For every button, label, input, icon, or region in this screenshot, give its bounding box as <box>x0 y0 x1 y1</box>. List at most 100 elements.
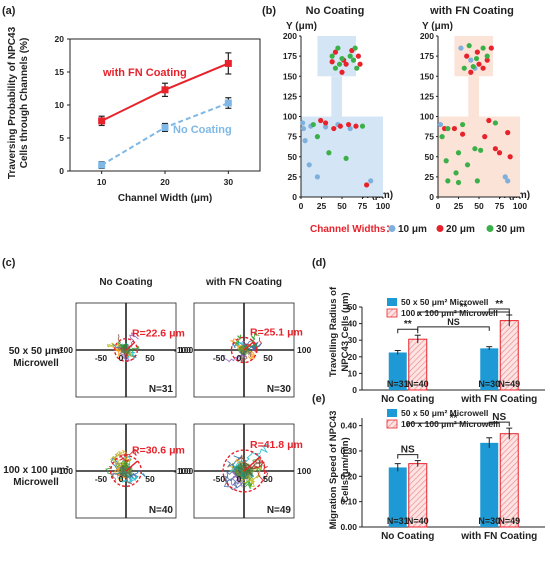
panel-b-cell-point <box>505 130 511 136</box>
panel-b-cell-point <box>345 121 352 128</box>
panel-c-n-label: N=31 <box>149 384 174 395</box>
panel-b-cell-point <box>480 45 486 51</box>
panel-b-cell-point <box>336 61 343 67</box>
panel-b-channel-nocoating <box>331 76 342 117</box>
panel-d-bar-chart: Travelling Radius of NPC43 Cells (μm) 0 1… <box>328 286 545 405</box>
panel-b-xtick-label: 100 <box>376 201 390 211</box>
panel-b-cell-point <box>354 65 360 71</box>
panel-e-category-label: No Coating <box>381 531 434 542</box>
panel-d-ytick-label: 40 <box>348 319 358 329</box>
panel-b-cell-point <box>472 146 478 152</box>
panel-c-radius-label: R=22.6 μm <box>132 328 185 340</box>
panel-b-cell-point <box>368 178 374 184</box>
panel-b-bottom-well-nocoating <box>301 116 383 197</box>
panel-c-tick-left: -100 <box>56 345 73 355</box>
panel-b-ytick-label: 50 <box>288 152 298 162</box>
panel-b-cell-point <box>484 53 490 59</box>
panel-b-cell-point <box>437 121 444 128</box>
panel-b-ytick-label: 0 <box>429 192 434 202</box>
panel-a-series-label-nocoating: No Coating <box>173 124 232 136</box>
panel-c-radius-circle <box>109 455 142 488</box>
panel-b-cell-point <box>482 134 488 140</box>
panel-d-category-label: with FN Coating <box>460 394 537 405</box>
panel-a-ylabel-line1: Traversing Probability of NPC43 <box>7 26 18 179</box>
panel-e-across-label: ** <box>450 413 458 424</box>
panel-d-n-label: N=49 <box>498 379 520 389</box>
panel-b-cell-point <box>468 57 474 63</box>
panel-b-cell-point <box>359 123 366 129</box>
panel-d-ns-label: NS <box>447 317 460 327</box>
panel-c-radius-line <box>125 460 138 472</box>
panel-d-n-label: N=31 <box>387 379 409 389</box>
panel-e-category-label: with FN Coating <box>460 531 537 542</box>
panel-b-cell-point <box>492 120 498 126</box>
panel-c-trajectory <box>220 349 247 363</box>
panel-b-cell-point <box>318 117 324 124</box>
panel-c-radius-label: R=41.8 μm <box>250 439 303 451</box>
panel-c-trajectory <box>243 331 260 351</box>
panel-c-trajectory <box>221 460 245 491</box>
panel-c-row2-label-line1: 100 x 100 μm² <box>3 465 69 476</box>
panel-d-across-bracket <box>417 311 510 316</box>
panel-b-cell-point <box>355 53 361 59</box>
panel-b-legend-label-30: 30 μm <box>496 224 525 235</box>
panel-e-bar <box>480 442 499 527</box>
panel-e-ylabel-line1: Migration Speed of NPC43 <box>328 411 339 530</box>
panel-c-radius-line <box>243 456 261 472</box>
panel-b-cell-point <box>466 43 472 49</box>
panel-b-cell-point <box>468 69 474 75</box>
panel-b-xtick-label: 0 <box>299 201 304 211</box>
panel-b-cell-point <box>439 134 445 140</box>
panel-b-cell-point <box>347 125 353 132</box>
panel-b-ytick-label: 125 <box>283 91 297 101</box>
panel-c-tick-mid-pos: 50 <box>145 353 155 363</box>
panel-b-cell-point <box>480 65 486 71</box>
panel-c-radius-circle <box>113 338 138 363</box>
panel-b-ytick-label: 0 <box>292 192 297 202</box>
panel-e-sig-label: NS <box>401 445 415 456</box>
panel-b-cell-point <box>326 150 332 156</box>
panel-c-row1-label-line1: 50 x 50 μm² <box>9 346 64 357</box>
panel-d-ytick-label: 10 <box>348 368 358 378</box>
panel-c-radius-label: R=30.6 μm <box>132 445 185 457</box>
panel-b-cell-point <box>357 61 363 67</box>
panel-a-xtick-label: 30 <box>224 177 234 187</box>
panel-c-row2-label-line2: Microwell <box>13 477 59 488</box>
panel-c-col-title-nocoating: No Coating <box>99 277 152 288</box>
panel-c-trajectory <box>125 349 137 360</box>
panel-b-cell-point <box>323 120 329 126</box>
panel-b-legend-title: Channel Widths： <box>310 224 395 235</box>
panel-b-cell-point <box>445 125 451 132</box>
panel-a-line-chart: Traversing Probability of NPC43 Cells th… <box>7 26 261 204</box>
panel-b-cell-point <box>314 134 320 140</box>
panel-b-cell-point <box>453 170 459 176</box>
panel-c-radius-line <box>243 341 254 351</box>
panel-b-cell-point <box>464 162 471 168</box>
panel-b-cell-point <box>488 45 494 51</box>
panel-b-cell-point <box>470 63 476 70</box>
panel-e-ytick-label: 0.30 <box>340 446 357 456</box>
panel-b-ylabel-right: Y (μm) <box>422 21 453 32</box>
panel-e-ytick-label: 0.00 <box>340 522 357 532</box>
panel-b-xtick-label: 0 <box>436 201 441 211</box>
panel-c-tick-mid-neg: -50 <box>213 353 226 363</box>
panel-b-cell-point <box>455 179 462 186</box>
panel-b-ytick-label: 25 <box>425 172 435 182</box>
panel-d-legend-label: 100 x 100 μm² Microwell <box>401 308 498 318</box>
panel-b-ytick-label: 75 <box>425 132 435 142</box>
panel-e-bar <box>499 433 519 528</box>
panel-b-cell-point <box>329 59 335 65</box>
panel-b-title-fn: with FN Coating <box>429 5 514 17</box>
panel-d-across-label: ** <box>460 302 468 313</box>
panel-b-legend-marker-10 <box>388 225 396 232</box>
panel-d-ylabel-line1: Travelling Radius of <box>328 286 339 377</box>
panel-e-sig-bracket <box>397 454 419 459</box>
panel-b-cell-point <box>496 150 503 156</box>
panel-b-cell-point <box>337 123 343 129</box>
panel-b-xtick-label: 50 <box>474 201 484 211</box>
panel-e-bar <box>388 467 407 527</box>
panel-d-bar <box>388 352 407 390</box>
panel-e-across-bracket <box>407 422 500 428</box>
panel-b-cell-point <box>329 53 335 59</box>
